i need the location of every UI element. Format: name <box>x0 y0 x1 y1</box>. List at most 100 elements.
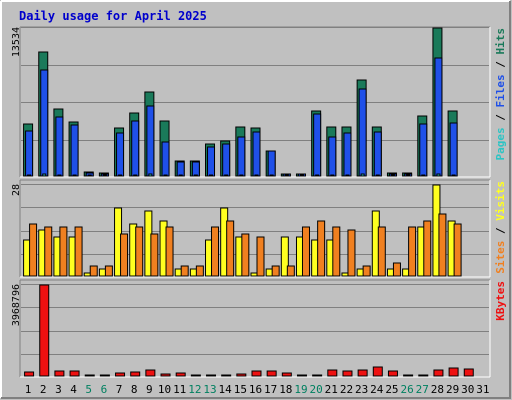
x-tick-label: 5 <box>85 383 92 396</box>
bar-files-day-11 <box>176 161 185 177</box>
legend-item-hits: Hits <box>494 28 507 55</box>
x-tick-label: 27 <box>416 383 429 396</box>
bar-files-day-12 <box>191 161 200 177</box>
bar-pages-day-24 <box>375 174 380 177</box>
legend-item-files: Files <box>494 74 507 107</box>
bar-files-day-1 <box>25 130 34 177</box>
bar-pages-day-18 <box>284 174 289 177</box>
bar-kbytes-day-15 <box>236 373 247 377</box>
bar-kbytes-day-3 <box>54 370 65 377</box>
bar-pages-day-14 <box>224 174 229 177</box>
bar-kbytes-day-13 <box>206 374 217 377</box>
bar-kbytes-day-23 <box>357 369 368 377</box>
bar-sites-day-6 <box>104 265 113 277</box>
bar-kbytes-day-17 <box>266 370 277 377</box>
x-tick-label: 7 <box>116 383 123 396</box>
bar-sites-day-2 <box>44 226 53 277</box>
bar-pages-day-3 <box>57 174 62 177</box>
bar-kbytes-day-16 <box>251 370 262 377</box>
bar-files-day-27 <box>419 123 428 177</box>
bar-sites-day-25 <box>392 262 401 277</box>
bar-pages-day-21 <box>330 174 335 177</box>
x-tick-label: 1 <box>25 383 32 396</box>
x-tick-label: 26 <box>400 383 413 396</box>
panel-hits-files-pages: 13534 Pages / Files / Hits <box>11 26 507 178</box>
bar-sites-day-12 <box>195 265 204 277</box>
bar-pages-day-22 <box>345 174 350 177</box>
bar-sites-day-24 <box>377 226 386 277</box>
bar-kbytes-day-19 <box>296 374 307 377</box>
chart-title: Daily usage for April 2025 <box>19 9 207 23</box>
bar-kbytes-day-8 <box>130 371 141 377</box>
bar-sites-day-27 <box>423 220 432 277</box>
x-tick-label: 16 <box>249 383 262 396</box>
x-tick-label: 28 <box>431 383 444 396</box>
bar-pages-day-12 <box>193 174 198 177</box>
bar-pages-day-17 <box>269 174 274 177</box>
bar-sites-day-3 <box>59 226 68 277</box>
x-tick-label: 13 <box>203 383 216 396</box>
x-tick-label: 9 <box>146 383 153 396</box>
x-tick-label: 30 <box>461 383 474 396</box>
legend-item-sites: Sites <box>494 241 507 274</box>
bar-kbytes-day-29 <box>448 367 459 377</box>
bar-files-day-29 <box>449 122 458 177</box>
bar-sites-day-4 <box>74 226 83 277</box>
x-tick-label: 4 <box>70 383 77 396</box>
bar-kbytes-day-20 <box>312 374 323 377</box>
series-kbytes <box>24 284 474 377</box>
bar-pages-day-26 <box>406 174 411 177</box>
y-max-label: 13534 <box>11 27 22 57</box>
bar-files-day-22 <box>343 132 352 177</box>
bar-kbytes-day-6 <box>99 374 110 377</box>
bar-kbytes-day-12 <box>190 374 201 377</box>
x-tick-label: 24 <box>370 383 384 396</box>
bar-files-day-7 <box>116 132 125 177</box>
legend-separator: / <box>494 108 507 128</box>
bar-kbytes-day-7 <box>115 372 126 377</box>
series-sites <box>29 213 462 277</box>
bar-files-day-24 <box>373 131 382 177</box>
bar-sites-day-17 <box>271 265 280 277</box>
x-tick-label: 25 <box>385 383 398 396</box>
bar-kbytes-day-22 <box>342 370 353 377</box>
bar-pages-day-25 <box>390 174 395 177</box>
x-tick-label: 3 <box>55 383 62 396</box>
bar-files-day-13 <box>207 146 216 177</box>
bar-pages-day-10 <box>163 174 168 177</box>
series-pages <box>27 173 456 177</box>
bar-kbytes-day-18 <box>281 372 292 377</box>
bar-kbytes-day-4 <box>69 370 80 377</box>
x-tick-label: 8 <box>131 383 138 396</box>
x-tick-label: 14 <box>219 383 233 396</box>
bar-sites-day-18 <box>286 265 295 277</box>
bar-sites-day-7 <box>120 233 129 277</box>
y-max-label: 3968796 <box>11 284 22 326</box>
bar-sites-day-13 <box>211 226 220 277</box>
bar-kbytes-day-27 <box>418 374 429 377</box>
bar-sites-day-14 <box>226 220 235 277</box>
bar-pages-day-11 <box>178 174 183 177</box>
bar-kbytes-day-28 <box>433 369 444 377</box>
bar-pages-day-13 <box>209 174 214 177</box>
bar-sites-day-21 <box>332 226 341 277</box>
bar-pages-day-8 <box>133 174 138 177</box>
bar-sites-day-22 <box>347 229 356 277</box>
x-tick-label: 29 <box>446 383 459 396</box>
bar-kbytes-day-14 <box>221 374 232 377</box>
bar-sites-day-5 <box>89 265 98 277</box>
panel-kbytes: 3968796 KBytes <box>11 279 507 378</box>
bar-kbytes-day-21 <box>327 369 338 377</box>
bar-pages-day-1 <box>27 174 32 177</box>
bar-files-day-2 <box>40 69 49 177</box>
bar-pages-day-28 <box>436 173 441 177</box>
bar-sites-day-11 <box>180 265 189 277</box>
bar-pages-day-5 <box>87 174 92 177</box>
x-tick-label: 20 <box>310 383 323 396</box>
bar-kbytes-day-1 <box>24 371 35 377</box>
bar-sites-day-10 <box>165 226 174 277</box>
x-tick-label: 15 <box>234 383 247 396</box>
